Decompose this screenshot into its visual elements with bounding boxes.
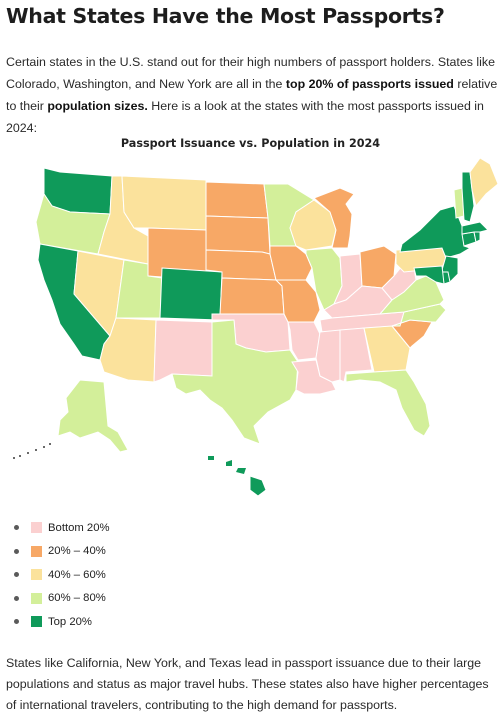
state-nd[interactable] (205, 181, 269, 219)
state-ak[interactable] (57, 379, 129, 453)
map-legend: Bottom 20% 20% – 40% 40% – 60% 60% – 80%… (14, 516, 214, 634)
hawaii-island-kauai (208, 456, 214, 460)
bullet-icon (14, 619, 19, 625)
intro-text-1: Certain states in the U.S. stand out for… (6, 55, 495, 91)
legend-label-q3: 40% – 60% (48, 568, 106, 581)
hawaii-islands (208, 456, 267, 497)
state-ma[interactable] (461, 221, 489, 235)
state-mi[interactable] (313, 187, 355, 249)
legend-item-q4: 60% – 80% (14, 587, 214, 611)
bullet-icon (14, 548, 19, 554)
state-sd[interactable] (205, 215, 271, 255)
bullet-icon (14, 595, 19, 601)
state-me[interactable] (469, 157, 499, 208)
state-co[interactable] (159, 267, 223, 321)
intro-bold-2: population sizes. (47, 99, 148, 113)
hawaii-island-maui (236, 468, 246, 474)
article-title: What States Have the Most Passports? (6, 4, 445, 28)
bullet-icon (14, 525, 19, 531)
legend-label-q4: 60% – 80% (48, 592, 106, 605)
legend-item-bottom20: Bottom 20% (14, 516, 214, 540)
state-va[interactable] (378, 275, 445, 315)
state-tx[interactable] (171, 319, 299, 445)
legend-swatch-top20 (31, 616, 42, 628)
state-ga[interactable] (363, 325, 411, 373)
intro-text-2: relative to their (6, 77, 498, 113)
hawaii-island-oahu (226, 460, 232, 466)
state-nm[interactable] (153, 319, 213, 383)
state-hi[interactable] (249, 475, 267, 497)
legend-label-top20: Top 20% (48, 615, 92, 628)
us-map (0, 150, 501, 510)
legend-swatch-q4 (31, 592, 42, 604)
state-mt[interactable] (121, 175, 207, 231)
state-ar[interactable] (287, 321, 321, 361)
map-title: Passport Issuance vs. Population in 2024 (120, 137, 381, 150)
state-ny[interactable] (399, 205, 472, 259)
intro-bold-1: top 20% of passports issued (285, 77, 454, 91)
outro-paragraph: States like California, New York, and Te… (6, 656, 489, 712)
legend-swatch-q2 (31, 545, 42, 557)
legend-label-q2: 20% – 40% (48, 545, 106, 558)
legend-swatch-bottom20 (31, 522, 42, 534)
us-map-svg (13, 157, 499, 497)
state-fl[interactable] (345, 369, 431, 437)
legend-label-bottom20: Bottom 20% (48, 521, 110, 534)
legend-swatch-q3 (31, 569, 42, 581)
intro-text-3: Here is a look at the states with the mo… (6, 99, 484, 135)
legend-item-q2: 20% – 40% (14, 540, 214, 564)
alaska-islands (13, 443, 51, 459)
state-ms[interactable] (315, 329, 341, 383)
bullet-icon (14, 572, 19, 578)
state-ia[interactable] (269, 245, 313, 281)
legend-item-q3: 40% – 60% (14, 563, 214, 587)
state-ks[interactable] (219, 277, 285, 315)
intro-paragraph: Certain states in the U.S. stand out for… (6, 51, 498, 139)
legend-item-top20: Top 20% (14, 610, 214, 634)
state-md[interactable] (413, 265, 445, 285)
